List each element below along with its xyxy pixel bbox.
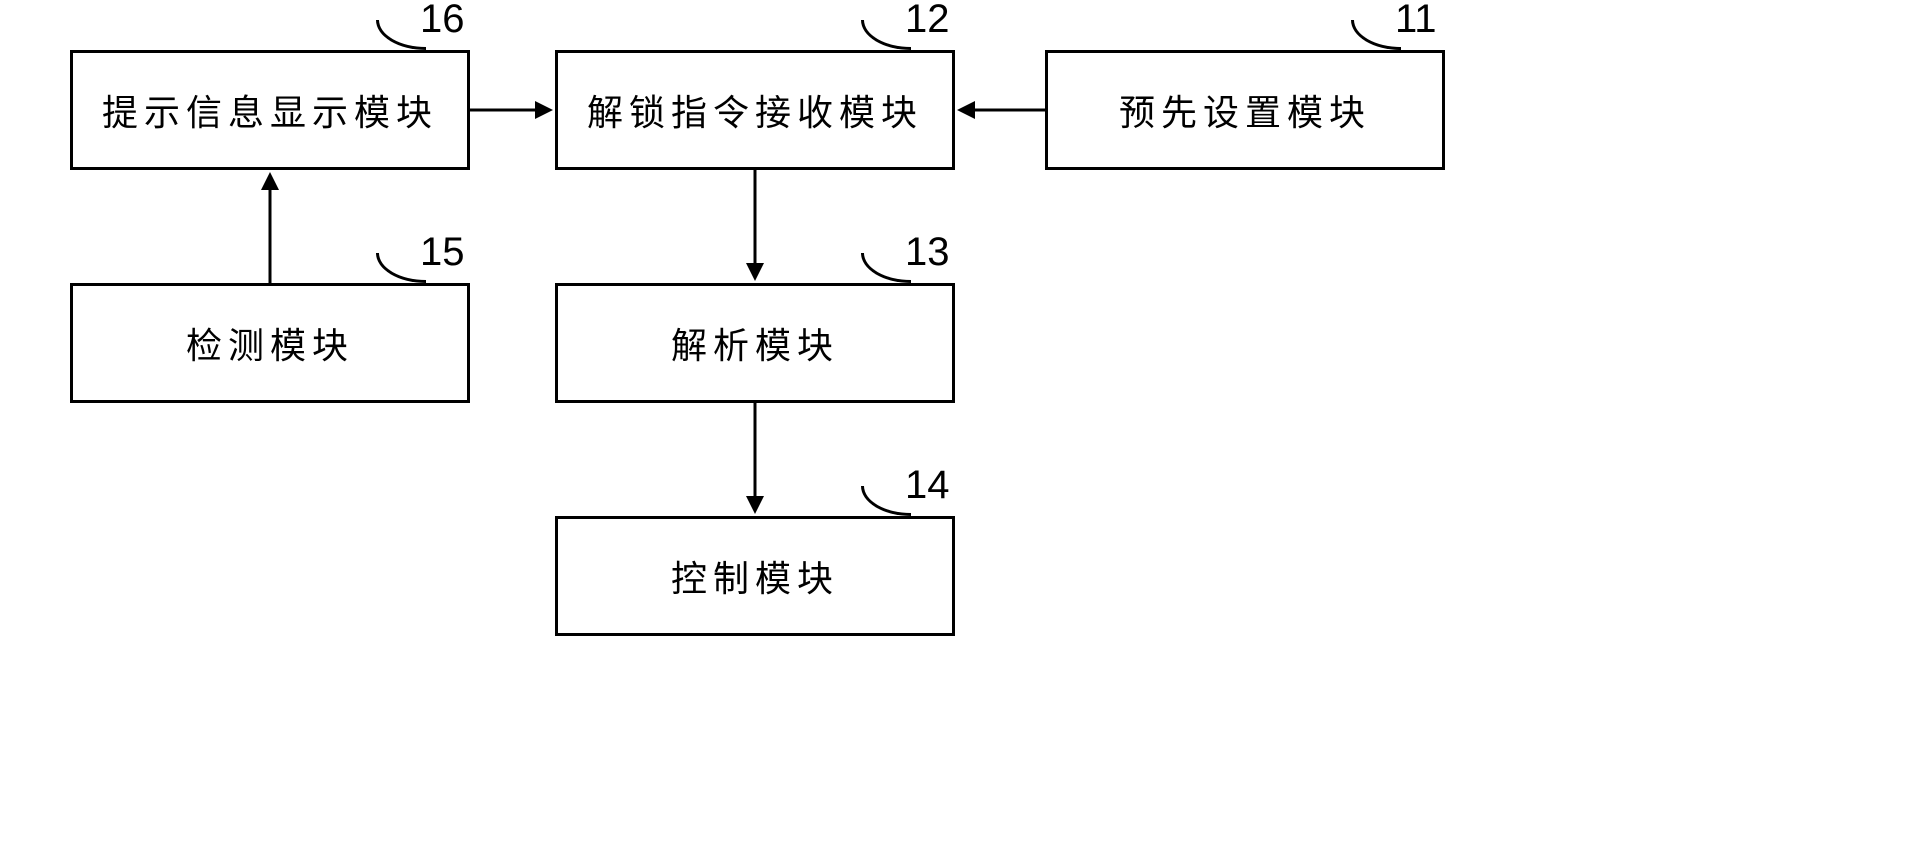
node-number-11: 11 <box>1395 0 1437 42</box>
node-label: 提示信息显示模块 <box>102 84 438 136</box>
node-number-15: 15 <box>420 230 465 275</box>
node-prompt-display-module: 提示信息显示模块 <box>70 50 470 170</box>
node-number-12: 12 <box>905 0 950 42</box>
label-tick-13 <box>861 253 911 283</box>
node-label: 预先设置模块 <box>1119 84 1371 136</box>
node-detection-module: 检测模块 <box>70 283 470 403</box>
node-label: 检测模块 <box>186 317 354 369</box>
flowchart-diagram: 提示信息显示模块 16 解锁指令接收模块 12 预先设置模块 11 检测模块 1… <box>0 0 1906 853</box>
label-tick-14 <box>861 486 911 516</box>
label-tick-16 <box>376 20 426 50</box>
node-number-13: 13 <box>905 230 950 275</box>
node-preset-module: 预先设置模块 <box>1045 50 1445 170</box>
label-tick-12 <box>861 20 911 50</box>
node-label: 解析模块 <box>671 317 839 369</box>
label-tick-11 <box>1351 20 1401 50</box>
node-label: 控制模块 <box>671 550 839 602</box>
node-parse-module: 解析模块 <box>555 283 955 403</box>
node-label: 解锁指令接收模块 <box>587 84 923 136</box>
node-number-14: 14 <box>905 463 950 508</box>
node-unlock-command-receive-module: 解锁指令接收模块 <box>555 50 955 170</box>
label-tick-15 <box>376 253 426 283</box>
node-control-module: 控制模块 <box>555 516 955 636</box>
node-number-16: 16 <box>420 0 465 42</box>
